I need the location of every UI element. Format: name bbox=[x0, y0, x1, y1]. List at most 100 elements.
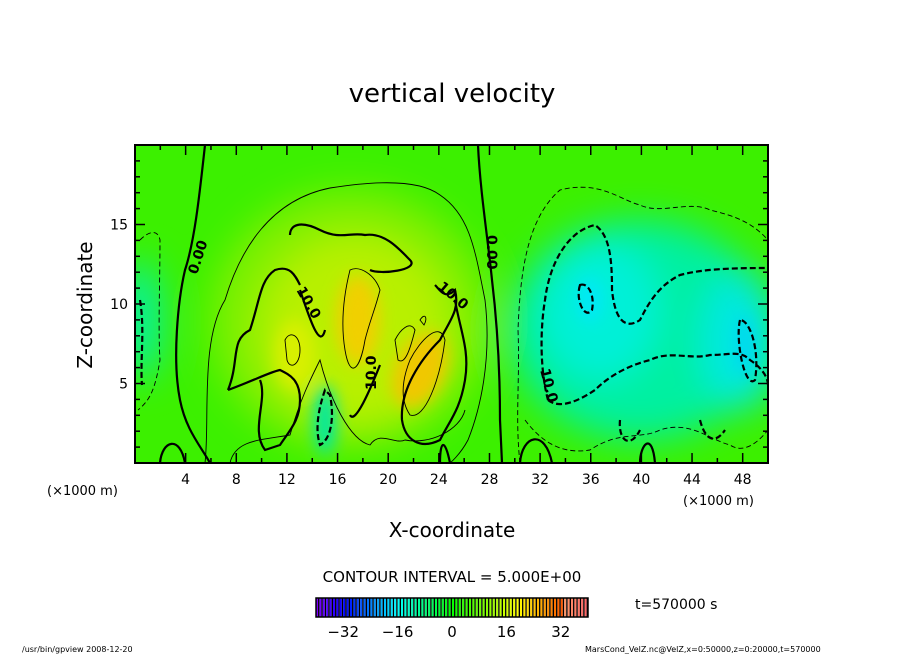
colorbar-swatch bbox=[397, 598, 400, 617]
colorbar-divider bbox=[511, 598, 514, 617]
colorbar-swatch bbox=[367, 598, 370, 617]
colorbar-swatch bbox=[581, 598, 584, 617]
colorbar-swatch bbox=[448, 598, 451, 617]
colorbar-divider bbox=[392, 598, 395, 617]
x-tick-label: 24 bbox=[430, 472, 448, 488]
colorbar-divider bbox=[501, 598, 503, 617]
colorbar-divider bbox=[535, 598, 537, 617]
colorbar-divider bbox=[318, 598, 320, 617]
colorbar-swatch bbox=[513, 598, 516, 617]
colorbar-divider bbox=[324, 598, 327, 617]
colorbar-divider bbox=[433, 598, 435, 617]
colorbar-divider bbox=[532, 598, 534, 617]
x-tick-label: 28 bbox=[481, 472, 499, 488]
colorbar-swatch bbox=[322, 598, 325, 617]
colorbar-divider bbox=[372, 598, 374, 617]
colorbar-swatch bbox=[326, 598, 329, 617]
colorbar-divider bbox=[518, 598, 520, 617]
colorbar-divider bbox=[454, 598, 456, 617]
colorbar-tick-label: −16 bbox=[382, 623, 414, 641]
colorbar-divider bbox=[413, 598, 415, 617]
colorbar-swatch bbox=[506, 598, 509, 617]
colorbar-swatch bbox=[496, 598, 499, 617]
colorbar-divider bbox=[573, 598, 575, 617]
x-tick-label: 8 bbox=[232, 472, 241, 488]
colorbar-swatch bbox=[390, 598, 393, 617]
contour-pos15 bbox=[284, 268, 446, 416]
colorbar-swatch bbox=[455, 598, 458, 617]
colorbar-swatch bbox=[452, 598, 455, 617]
colorbar-divider bbox=[338, 598, 340, 617]
colorbar-divider bbox=[549, 598, 551, 617]
y-tick-label: 5 bbox=[119, 377, 128, 393]
colorbar-swatch bbox=[465, 598, 468, 617]
colorbar-swatch bbox=[353, 598, 356, 617]
colorbar-divider bbox=[579, 598, 582, 617]
x-tick-label: 44 bbox=[683, 472, 701, 488]
colorbar-divider bbox=[426, 598, 429, 617]
colorbar-divider bbox=[409, 598, 412, 617]
colorbar-swatch bbox=[363, 598, 366, 617]
colorbar-divider bbox=[467, 598, 469, 617]
colorbar-swatch bbox=[394, 598, 397, 617]
colorbar-swatch bbox=[411, 598, 414, 617]
y-axis-label: Z-coordinate bbox=[73, 241, 97, 368]
colorbar-divider bbox=[328, 598, 330, 617]
colorbar-swatch bbox=[577, 598, 580, 617]
colorbar-divider bbox=[566, 598, 568, 617]
colorbar-divider bbox=[447, 598, 449, 617]
x-tick-label: 20 bbox=[379, 472, 397, 488]
colorbar-divider bbox=[365, 598, 367, 617]
colorbar-swatch bbox=[472, 598, 475, 617]
colorbar-divider bbox=[477, 598, 480, 617]
y-tick-label: 15 bbox=[110, 218, 128, 234]
colorbar-tick-label: 0 bbox=[447, 623, 457, 641]
colorbar-divider bbox=[494, 598, 497, 617]
x-tick-label: 32 bbox=[531, 472, 549, 488]
footer-right: MarsCond_VelZ.nc@VelZ,x=0:50000,z=0:2000… bbox=[585, 645, 821, 654]
colorbar-swatch bbox=[346, 598, 349, 617]
colorbar-divider bbox=[352, 598, 354, 617]
colorbar-divider bbox=[528, 598, 531, 617]
contour-zero-bottom-3 bbox=[518, 438, 554, 463]
colorbar-divider bbox=[576, 598, 578, 617]
colorbar-divider bbox=[331, 598, 333, 617]
colorbar-tick-label: 16 bbox=[497, 623, 516, 641]
colorbar-swatch bbox=[567, 598, 570, 617]
colorbar-divider bbox=[358, 598, 361, 617]
colorbar-divider bbox=[430, 598, 432, 617]
colorbar-divider bbox=[559, 598, 561, 617]
colorbar-divider bbox=[403, 598, 405, 617]
colorbar-swatch bbox=[571, 598, 574, 617]
colorbar-swatch bbox=[550, 598, 553, 617]
colorbar-swatch bbox=[540, 598, 543, 617]
colorbar-swatch bbox=[486, 598, 489, 617]
colorbar-divider bbox=[399, 598, 401, 617]
colorbar-divider bbox=[423, 598, 425, 617]
contour-zero-bottom-4 bbox=[638, 442, 657, 463]
colorbar-divider bbox=[362, 598, 364, 617]
colorbar-divider bbox=[450, 598, 452, 617]
colorbar-divider bbox=[569, 598, 571, 617]
colorbar-swatch bbox=[503, 598, 506, 617]
colorbar-divider bbox=[437, 598, 439, 617]
colorbar: −32 −16 0 16 32 bbox=[316, 598, 588, 641]
y-tick-label: 10 bbox=[110, 297, 128, 313]
colorbar-swatch bbox=[516, 598, 519, 617]
colorbar-swatch bbox=[336, 598, 339, 617]
contour-zero-bottom-1 bbox=[158, 442, 187, 463]
colorbar-divider bbox=[583, 598, 585, 617]
colorbar-divider bbox=[386, 598, 388, 617]
colorbar-swatch bbox=[458, 598, 461, 617]
contour-label: 10.0 bbox=[364, 355, 380, 390]
contour-zero-left bbox=[175, 145, 211, 463]
x-tick-label: 40 bbox=[632, 472, 650, 488]
colorbar-divider bbox=[355, 598, 357, 617]
x-tick-label: 36 bbox=[582, 472, 600, 488]
colorbar-swatch bbox=[401, 598, 404, 617]
chart-title: vertical velocity bbox=[349, 79, 556, 109]
contour-pos5 bbox=[204, 182, 488, 463]
colorbar-swatch bbox=[370, 598, 373, 617]
colorbar-swatch bbox=[574, 598, 577, 617]
colorbar-divider bbox=[491, 598, 493, 617]
